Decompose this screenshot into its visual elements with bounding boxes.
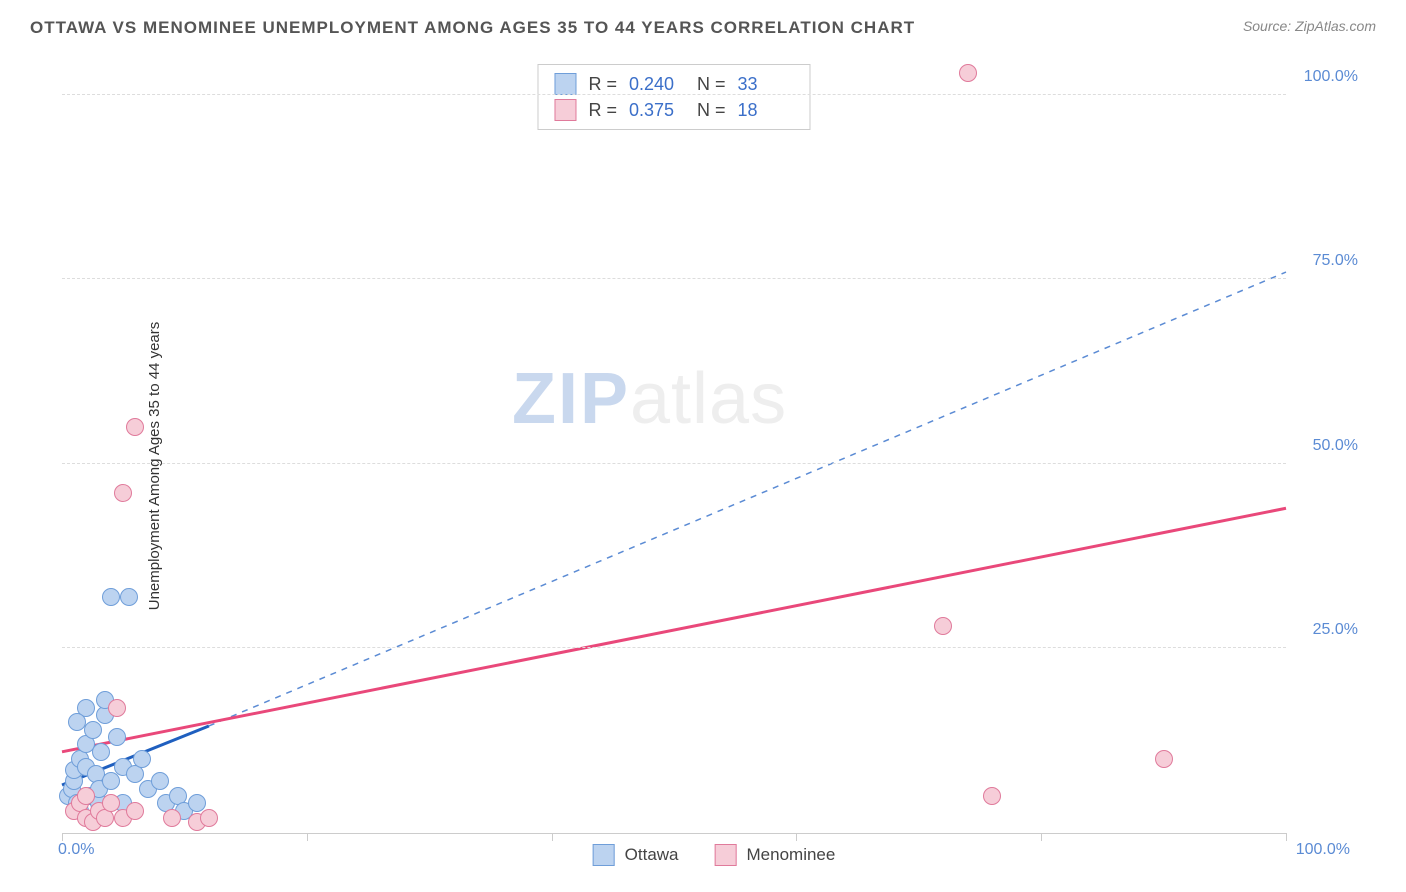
data-point-menominee (200, 809, 218, 827)
data-point-ottawa (133, 750, 151, 768)
chart-title: OTTAWA VS MENOMINEE UNEMPLOYMENT AMONG A… (30, 18, 915, 38)
chart-header: OTTAWA VS MENOMINEE UNEMPLOYMENT AMONG A… (0, 0, 1406, 46)
data-point-ottawa (68, 713, 86, 731)
data-point-menominee (163, 809, 181, 827)
stat-n-value: 18 (738, 100, 794, 121)
legend-label: Menominee (747, 845, 836, 865)
gridline-horizontal (62, 278, 1286, 279)
data-point-ottawa (92, 743, 110, 761)
stat-r-value: 0.240 (629, 74, 685, 95)
stat-n-label: N = (697, 74, 726, 95)
data-point-menominee (126, 802, 144, 820)
data-point-ottawa (108, 728, 126, 746)
data-point-menominee (1155, 750, 1173, 768)
data-point-menominee (959, 64, 977, 82)
trend-lines-layer (62, 58, 1286, 833)
x-tick-label: 100.0% (1296, 841, 1350, 859)
trend-line (209, 272, 1286, 726)
legend-swatch (554, 99, 576, 121)
gridline-horizontal (62, 647, 1286, 648)
data-point-menominee (983, 787, 1001, 805)
y-tick-label: 100.0% (1304, 68, 1358, 86)
legend-swatch (593, 844, 615, 866)
x-tick (796, 833, 797, 841)
stat-n-value: 33 (738, 74, 794, 95)
stat-n-label: N = (697, 100, 726, 121)
series-legend: Ottawa Menominee (593, 844, 836, 866)
stat-r-value: 0.375 (629, 100, 685, 121)
data-point-menominee (126, 418, 144, 436)
source-attribution: Source: ZipAtlas.com (1243, 18, 1376, 34)
legend-item-ottawa: Ottawa (593, 844, 679, 866)
stat-r-label: R = (588, 100, 617, 121)
legend-label: Ottawa (625, 845, 679, 865)
plot-area: ZIPatlas R =0.240N =33R =0.375N =18 25.0… (62, 58, 1286, 834)
y-tick-label: 50.0% (1313, 437, 1358, 455)
data-point-ottawa (102, 588, 120, 606)
legend-swatch (554, 73, 576, 95)
data-point-menominee (934, 617, 952, 635)
chart-area: Unemployment Among Ages 35 to 44 years Z… (52, 58, 1376, 874)
x-tick-label: 0.0% (58, 841, 94, 859)
x-tick (62, 833, 63, 841)
trend-line (62, 508, 1286, 752)
stat-r-label: R = (588, 74, 617, 95)
x-tick (552, 833, 553, 841)
x-tick (307, 833, 308, 841)
correlation-stats-box: R = 0.240 N = 33 R = 0.375 N = 18 (537, 64, 810, 130)
gridline-horizontal (62, 463, 1286, 464)
legend-item-menominee: Menominee (715, 844, 836, 866)
legend-swatch (715, 844, 737, 866)
data-point-ottawa (102, 772, 120, 790)
data-point-ottawa (84, 721, 102, 739)
y-tick-label: 75.0% (1313, 252, 1358, 270)
stats-row-menominee: R = 0.375 N = 18 (554, 97, 793, 123)
data-point-menominee (108, 699, 126, 717)
data-point-ottawa (151, 772, 169, 790)
data-point-ottawa (120, 588, 138, 606)
data-point-menominee (114, 484, 132, 502)
x-tick (1041, 833, 1042, 841)
gridline-horizontal (62, 94, 1286, 95)
y-tick-label: 25.0% (1313, 621, 1358, 639)
x-tick (1286, 833, 1287, 841)
